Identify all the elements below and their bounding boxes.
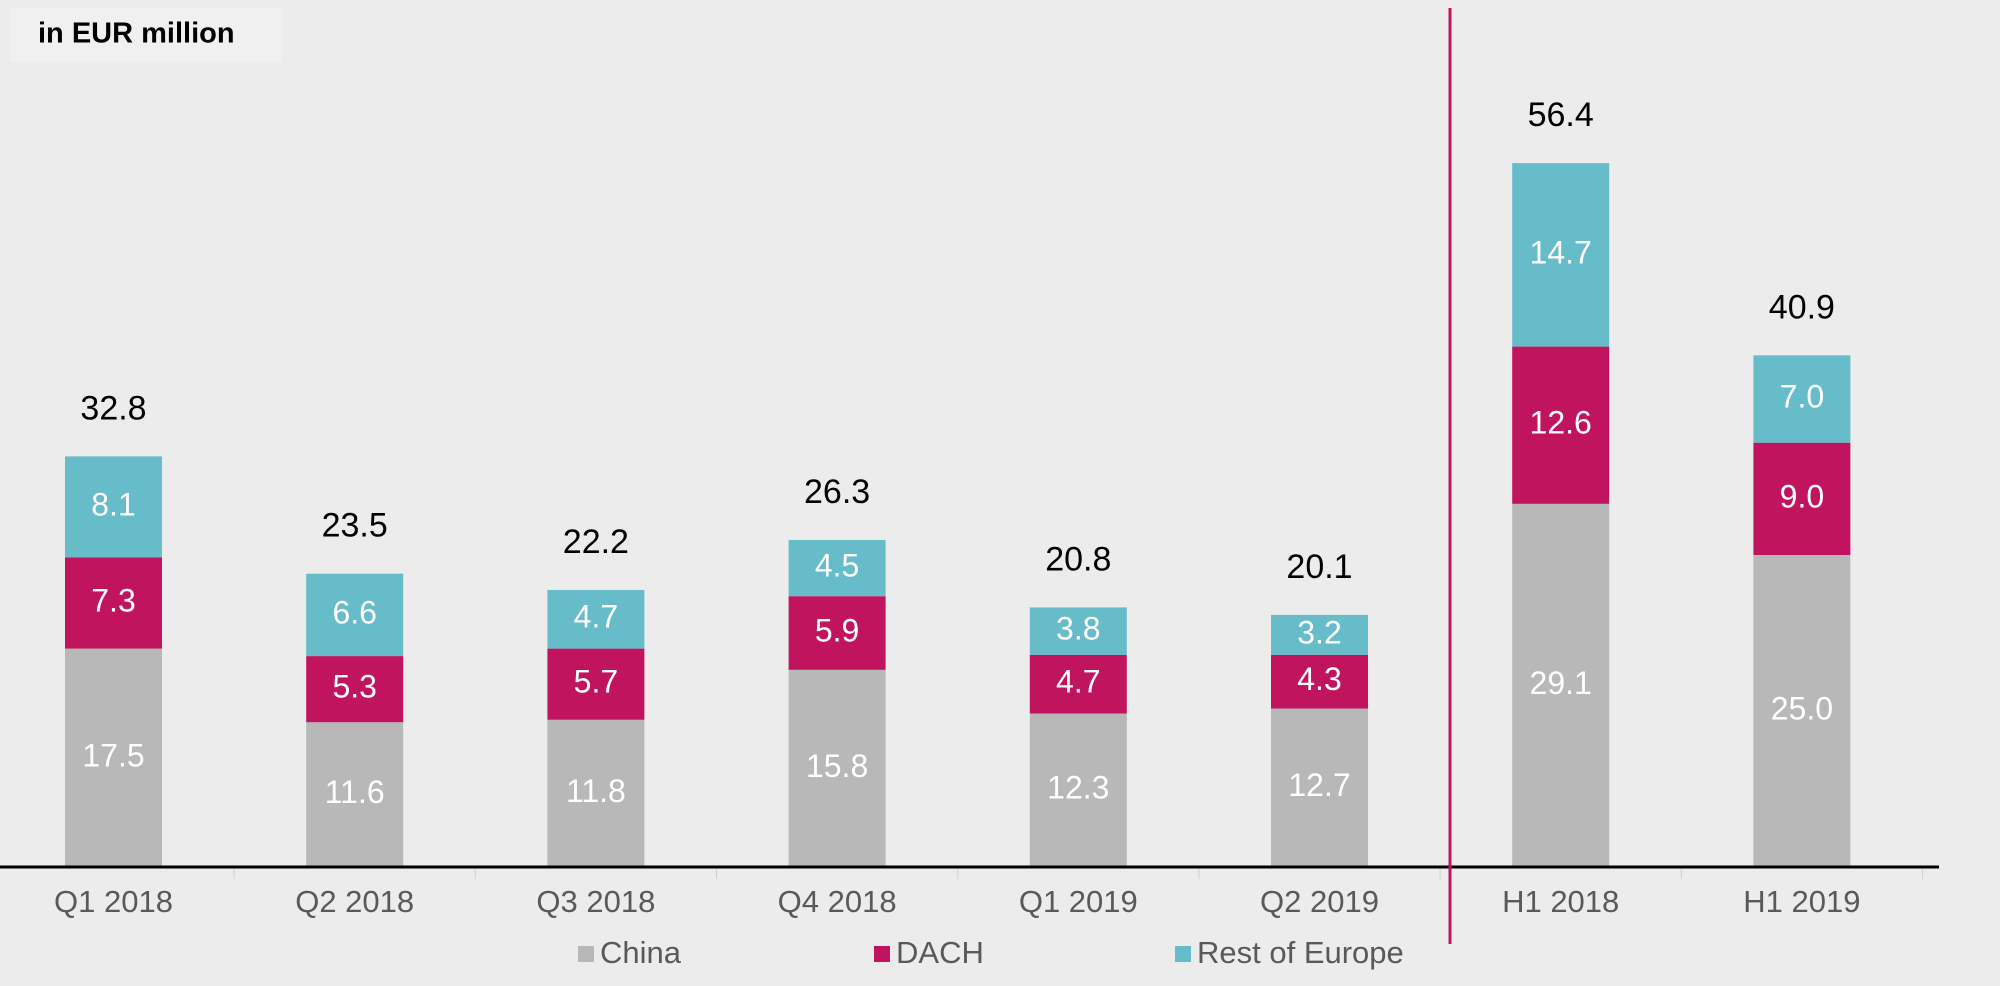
bar-segment (547, 648, 645, 720)
segment-label: 7.0 (1780, 378, 1824, 414)
bar-segment (1753, 442, 1851, 555)
total-label: 40.9 (1769, 288, 1835, 326)
bar-segment (1512, 503, 1610, 867)
bar-segment (1753, 555, 1851, 867)
legend-label: DACH (896, 935, 984, 970)
segment-label: 29.1 (1530, 665, 1592, 701)
segment-label: 12.6 (1530, 405, 1592, 441)
segment-label: 11.6 (325, 774, 385, 810)
bar-segment (1029, 607, 1127, 655)
legend-swatch (1175, 946, 1191, 962)
chart-title: in EUR million (38, 18, 235, 50)
segment-label: 3.2 (1297, 614, 1341, 650)
x-tick-label: Q3 2018 (536, 884, 655, 919)
total-label: 32.8 (80, 389, 146, 427)
x-tick-label: H1 2018 (1502, 884, 1619, 919)
bar-segment (788, 596, 886, 670)
segment-label: 4.5 (815, 548, 859, 584)
x-tick-label: Q1 2018 (54, 884, 173, 919)
segment-label: 4.7 (574, 599, 618, 635)
segment-label: 8.1 (91, 486, 135, 522)
bar-segment (547, 589, 645, 649)
segment-label: 5.7 (574, 664, 618, 700)
x-tick-label: Q2 2019 (1260, 884, 1379, 919)
segment-label: 15.8 (806, 748, 868, 784)
bar-segment (306, 656, 404, 723)
bar-segment (65, 557, 162, 649)
bar-segment (1753, 355, 1851, 443)
segment-label: 7.3 (91, 583, 135, 619)
bar-segment (1271, 708, 1368, 867)
bar-segment (1029, 713, 1127, 867)
bar-segment (1271, 654, 1368, 709)
bar-segment (1512, 163, 1610, 347)
bar-segment (306, 573, 404, 657)
legend-label: Rest of Europe (1197, 935, 1404, 970)
legend-swatch (874, 946, 890, 962)
x-tick-label: Q1 2019 (1019, 884, 1138, 919)
x-tick-label: Q4 2018 (778, 884, 897, 919)
segment-label: 5.9 (815, 612, 859, 648)
x-tick-label: Q2 2018 (295, 884, 414, 919)
segment-label: 6.6 (332, 594, 376, 630)
bar-segment (1029, 654, 1127, 714)
segment-label: 4.7 (1056, 664, 1100, 700)
segment-label: 25.0 (1771, 690, 1833, 726)
segment-label: 17.5 (82, 737, 144, 773)
bar-segment (1271, 614, 1368, 655)
bar-segment (65, 648, 162, 867)
title-box (10, 8, 282, 62)
segment-label: 11.8 (566, 773, 626, 809)
legend-swatch (578, 946, 594, 962)
total-label: 23.5 (322, 507, 388, 545)
total-label: 20.1 (1286, 548, 1352, 586)
segment-label: 14.7 (1530, 234, 1592, 270)
segment-label: 12.7 (1288, 767, 1350, 803)
total-label: 26.3 (804, 473, 870, 511)
x-tick-label: H1 2019 (1743, 884, 1860, 919)
segment-label: 12.3 (1047, 770, 1109, 806)
bar-segment (547, 719, 645, 867)
segment-label: 4.3 (1297, 661, 1341, 697)
segment-label: 5.3 (332, 669, 376, 705)
segment-label: 3.8 (1056, 611, 1100, 647)
bar-segment (788, 540, 886, 597)
segment-label: 9.0 (1780, 478, 1824, 514)
bar-segment (788, 669, 886, 867)
bar-segment (306, 722, 404, 867)
total-label: 20.8 (1045, 540, 1111, 578)
bar-segment (1512, 346, 1610, 504)
bar-segment (65, 456, 162, 558)
total-label: 22.2 (563, 523, 629, 561)
legend-label: China (600, 935, 682, 970)
total-label: 56.4 (1528, 96, 1594, 134)
